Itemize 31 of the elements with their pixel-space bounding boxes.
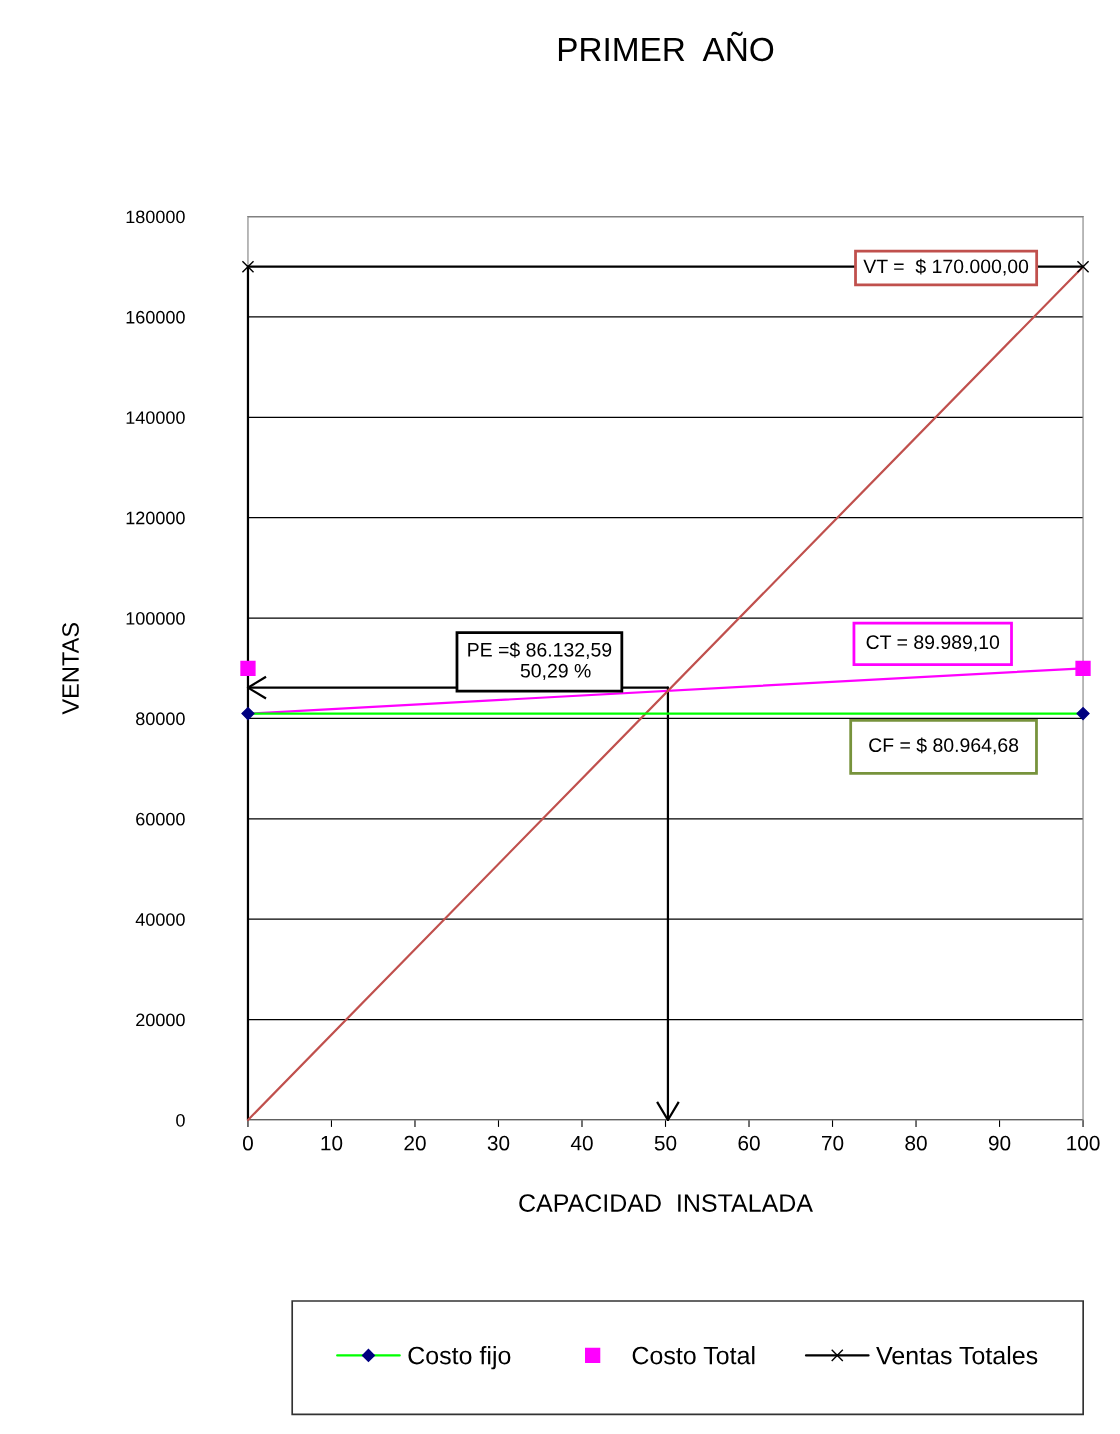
x-tick-label: 80 bbox=[905, 1135, 927, 1151]
y-axis-title: VENTAS bbox=[62, 622, 79, 715]
legend-label: Costo fijo bbox=[408, 1346, 511, 1370]
x-tick-label: 0 bbox=[242, 1135, 253, 1151]
x-axis-title: CAPACIDAD INSTALADA bbox=[519, 1194, 813, 1212]
y-tick-label: 120000 bbox=[126, 511, 185, 525]
x-tick-label: 90 bbox=[988, 1135, 1011, 1151]
annotation: PE =$ 86.132,59 50,29 % bbox=[468, 642, 612, 680]
y-tick-label: 80000 bbox=[136, 712, 185, 726]
y-tick-label: 100000 bbox=[126, 611, 185, 625]
y-tick-label: 60000 bbox=[136, 812, 185, 826]
annotation: CF = $ 80.964,68 bbox=[869, 737, 1019, 755]
y-tick-label: 140000 bbox=[126, 411, 185, 425]
y-tick-label: 0 bbox=[176, 1113, 185, 1127]
x-tick-label: 20 bbox=[404, 1135, 426, 1151]
x-tick-label: 10 bbox=[321, 1135, 343, 1151]
y-tick-label: 160000 bbox=[126, 310, 185, 324]
x-tick-label: 100 bbox=[1067, 1135, 1100, 1151]
annotation: VT = $ 170.000,00 bbox=[863, 258, 1029, 276]
x-tick-label: 60 bbox=[738, 1135, 760, 1151]
annotation: CT = 89.989,10 bbox=[866, 635, 1000, 652]
x-tick-label: 50 bbox=[654, 1135, 677, 1151]
legend-label: Ventas Totales bbox=[876, 1346, 1038, 1365]
legend-label: Costo Total bbox=[632, 1346, 755, 1365]
chart-title: PRIMER AÑO bbox=[558, 31, 774, 62]
y-tick-label: 20000 bbox=[136, 1013, 185, 1027]
x-tick-label: 40 bbox=[570, 1135, 593, 1151]
x-tick-label: 70 bbox=[822, 1135, 844, 1151]
x-tick-label: 30 bbox=[487, 1135, 510, 1151]
y-tick-label: 40000 bbox=[135, 913, 185, 926]
y-tick-label: 180000 bbox=[126, 210, 185, 224]
